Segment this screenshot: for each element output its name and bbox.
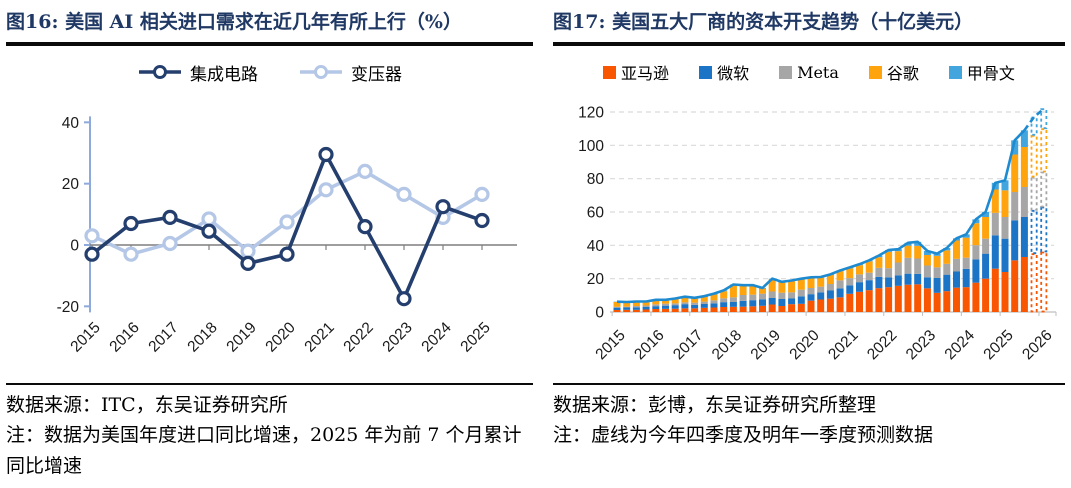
svg-text:40: 40 bbox=[587, 238, 605, 255]
legend-swatch-icon bbox=[603, 65, 617, 79]
legend-label: 谷歌 bbox=[886, 64, 919, 83]
svg-text:0: 0 bbox=[595, 305, 604, 322]
svg-text:2022: 2022 bbox=[340, 319, 376, 355]
svg-text:60: 60 bbox=[587, 204, 605, 221]
line-chart-ai-imports: -20 0 20 40 2015 2016 2017 2018 2019 2020 2021 2022… bbox=[57, 115, 517, 356]
svg-text:40: 40 bbox=[62, 115, 80, 132]
figure16-footer-rule bbox=[6, 383, 533, 385]
svg-text:2017: 2017 bbox=[670, 327, 706, 363]
svg-text:-20: -20 bbox=[57, 299, 80, 316]
svg-text:2026: 2026 bbox=[1019, 327, 1055, 363]
svg-text:2021: 2021 bbox=[825, 327, 861, 363]
svg-text:0: 0 bbox=[70, 238, 79, 255]
svg-text:2018: 2018 bbox=[184, 319, 220, 355]
svg-text:2025: 2025 bbox=[980, 327, 1016, 363]
svg-text:2024: 2024 bbox=[418, 319, 455, 356]
x-axis-labels: 2015 2016 2017 2018 2019 2020 2021 2022 2023 2024… bbox=[592, 327, 1055, 364]
figure17-footer-rule bbox=[553, 383, 1065, 385]
panel-figure-16: 图16: 美国 AI 相关进口需求在近几年有所上行（%） 集成电路 变压器 -20… bbox=[6, 8, 533, 482]
figure16-note: 注：数据为美国年度进口同比增速，2025 年为前 7 个月累计同比增速 bbox=[6, 424, 522, 477]
figure17-title-rule bbox=[553, 42, 1065, 46]
figure17-source: 数据来源：彭博，东吴证券研究所整理 bbox=[553, 394, 877, 416]
figure16-title-rule bbox=[6, 42, 533, 46]
svg-text:2025: 2025 bbox=[457, 319, 493, 355]
legend-line-marker-icon bbox=[300, 65, 342, 79]
legend-item-0: 集成电路 bbox=[137, 60, 258, 85]
svg-text:2020: 2020 bbox=[262, 319, 299, 356]
legend-label: 变压器 bbox=[351, 64, 402, 85]
legend-item-3: 谷歌 bbox=[868, 60, 919, 84]
legend-swatch-icon bbox=[868, 65, 882, 79]
svg-text:20: 20 bbox=[587, 271, 605, 288]
svg-text:2022: 2022 bbox=[864, 327, 900, 363]
legend-swatch-icon bbox=[779, 65, 793, 79]
svg-text:20: 20 bbox=[62, 176, 80, 193]
legend-label: 甲骨文 bbox=[966, 64, 1015, 83]
series-0 bbox=[84, 146, 490, 307]
svg-text:2015: 2015 bbox=[592, 327, 628, 363]
figure17-legend: 亚马逊 微软 Meta 谷歌 甲骨文 bbox=[553, 59, 1065, 85]
figure16-title: 图16: 美国 AI 相关进口需求在近几年有所上行（%） bbox=[6, 11, 462, 33]
svg-text:2016: 2016 bbox=[631, 327, 667, 363]
svg-text:2023: 2023 bbox=[379, 319, 415, 355]
total-line bbox=[616, 107, 1045, 304]
y-axis: -20 0 20 40 bbox=[57, 115, 91, 316]
legend-item-1: 变压器 bbox=[298, 60, 402, 85]
legend-swatch-icon bbox=[699, 65, 713, 79]
figure16-legend: 集成电路 变压器 bbox=[6, 59, 533, 85]
legend-label: 集成电路 bbox=[190, 64, 258, 85]
legend-line-marker-icon bbox=[139, 65, 181, 79]
figure17-note: 注：虚线为今年四季度及明年一季度预测数据 bbox=[553, 424, 934, 446]
svg-text:2024: 2024 bbox=[942, 327, 979, 364]
figure16-source: 数据来源：ITC，东吴证券研究所 bbox=[6, 394, 288, 416]
legend-item-4: 甲骨文 bbox=[948, 60, 1015, 84]
panel-figure-17: 图17: 美国五大厂商的资本开支趋势（十亿美元） 亚马逊 微软 Meta 谷歌 甲骨文 … bbox=[553, 8, 1065, 482]
series-1 bbox=[84, 163, 490, 262]
legend-item-0: 亚马逊 bbox=[603, 60, 669, 84]
x-axis-labels: 2015 2016 2017 2018 2019 2020 2021 2022 2023 2024… bbox=[67, 319, 493, 356]
legend-label: Meta bbox=[797, 62, 839, 82]
svg-text:80: 80 bbox=[587, 171, 605, 188]
legend-label: 微软 bbox=[717, 64, 750, 83]
legend-item-1: 微软 bbox=[699, 60, 749, 84]
gridlines: 0 20 40 60 80 100 120 bbox=[578, 104, 1054, 322]
svg-text:100: 100 bbox=[578, 138, 604, 155]
figure17-title: 图17: 美国五大厂商的资本开支趋势（十亿美元） bbox=[553, 11, 974, 33]
svg-text:2015: 2015 bbox=[67, 319, 103, 355]
svg-text:120: 120 bbox=[578, 104, 604, 121]
svg-text:2018: 2018 bbox=[709, 327, 745, 363]
legend-item-2: Meta bbox=[779, 63, 839, 82]
legend-label: 亚马逊 bbox=[621, 64, 670, 83]
baseline-axis bbox=[610, 311, 1057, 316]
legend-swatch-icon bbox=[948, 65, 962, 79]
svg-text:2019: 2019 bbox=[748, 327, 784, 363]
stacked-bars bbox=[613, 108, 1048, 313]
svg-text:2019: 2019 bbox=[223, 319, 259, 355]
svg-text:2023: 2023 bbox=[903, 327, 939, 363]
svg-text:2017: 2017 bbox=[145, 319, 181, 355]
svg-text:2016: 2016 bbox=[106, 319, 142, 355]
svg-text:2021: 2021 bbox=[301, 319, 337, 355]
svg-text:2020: 2020 bbox=[786, 327, 823, 364]
